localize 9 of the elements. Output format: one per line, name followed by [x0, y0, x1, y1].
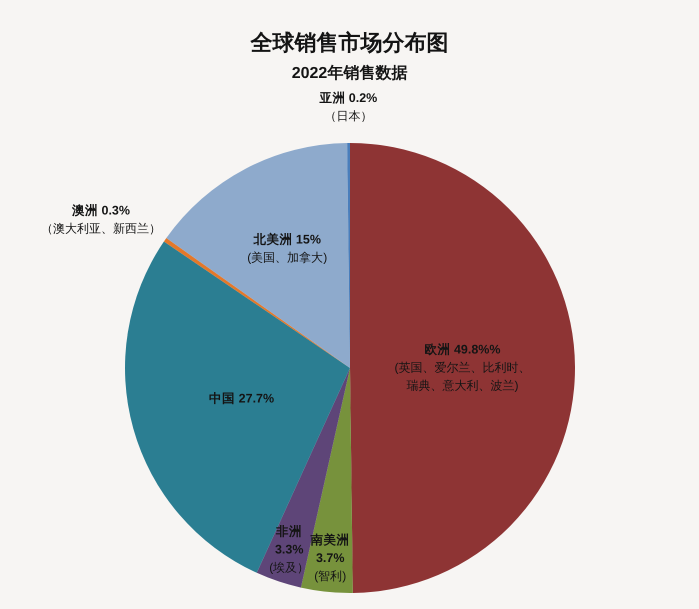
- annotation: 瑞典、意大利、波兰): [406, 378, 518, 392]
- annotation: (埃及）: [269, 560, 310, 574]
- annotation: (智利): [314, 569, 346, 584]
- annotation: (英国、爱尔兰、比利时、: [394, 360, 530, 374]
- annotation: (美国、加拿大): [247, 250, 328, 264]
- title: 全球销售市场分布图: [250, 30, 448, 55]
- subtitle: 2022年销售数据: [292, 65, 408, 82]
- annotation: （日本）: [324, 109, 372, 123]
- annotation: （澳大利亚、新西兰）: [41, 221, 161, 236]
